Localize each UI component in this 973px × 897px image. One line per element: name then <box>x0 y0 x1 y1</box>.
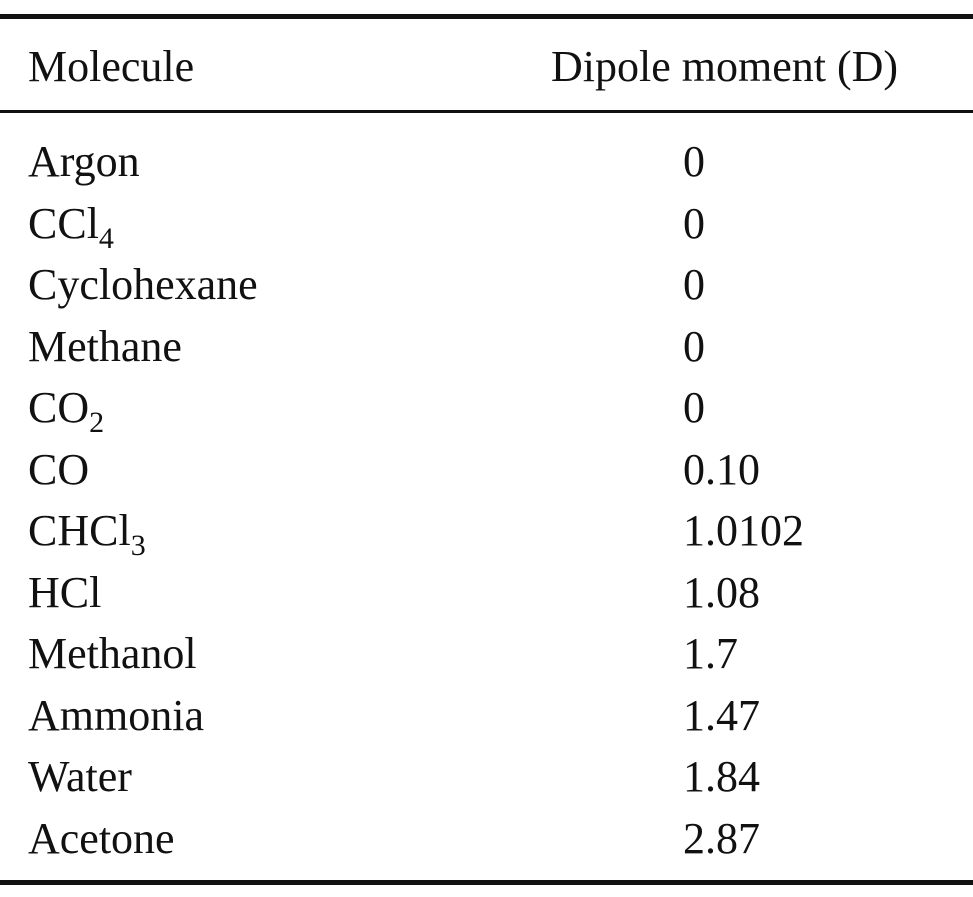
dipole-value: 0 <box>683 260 705 309</box>
dipole-value: 0 <box>683 383 705 432</box>
molecule-formula: Water <box>28 752 132 801</box>
dipole-value: 1.08 <box>683 567 760 617</box>
table-row: Cyclohexane 0 <box>0 254 973 316</box>
table-row: Methanol 1.7 <box>0 623 973 685</box>
dipole-value: 1.7 <box>683 629 738 678</box>
molecule-formula: Argon <box>28 137 140 186</box>
molecule-formula: Methanol <box>28 629 197 678</box>
table-row: HCl 1.08 <box>0 562 973 624</box>
dipole-value: 0.10 <box>683 444 760 494</box>
molecule-name: HCl <box>28 562 101 624</box>
dipole-value: 2.87 <box>683 813 760 863</box>
molecule-name: Water <box>28 746 132 808</box>
molecule-name: Acetone <box>28 808 175 870</box>
table-header-row: Molecule Dipole moment (D) <box>0 36 973 97</box>
molecule-subscript: 3 <box>130 529 146 562</box>
table-row: CO2 0 <box>0 377 973 439</box>
molecule-formula: CHCl <box>28 506 131 555</box>
molecule-name: Methane <box>28 316 182 378</box>
dipole-value: 0 <box>683 198 705 248</box>
table-row: CO 0.10 <box>0 439 973 501</box>
molecule-formula: Acetone <box>28 813 175 863</box>
dipole-value: 0 <box>683 137 705 186</box>
molecule-formula: HCl <box>28 567 102 617</box>
molecule-formula: CCl <box>28 198 99 248</box>
table-row: Water 1.84 <box>0 746 973 808</box>
header-dipole-moment: Dipole moment (D) <box>551 42 899 91</box>
table-row: CHCl3 1.0102 <box>0 500 973 562</box>
molecule-subscript: 2 <box>89 406 105 439</box>
dipole-value: 1.84 <box>683 752 760 801</box>
dipole-value: 1.47 <box>683 690 760 740</box>
table-body: Argon 0 CCl4 0 Cyclohexane 0 Methane 0 CO2 0 CO 0.1… <box>0 131 973 869</box>
table-header-rule <box>0 110 973 113</box>
table-bottom-rule <box>0 880 973 885</box>
header-molecule: Molecule <box>28 42 195 91</box>
table-row: Acetone 2.87 <box>0 808 973 870</box>
molecule-formula: Ammonia <box>28 690 204 740</box>
molecule-formula: CO <box>28 444 90 494</box>
molecule-name: CO <box>28 439 89 501</box>
table-top-rule <box>0 14 973 19</box>
molecule-formula: Methane <box>28 321 182 371</box>
molecule-name: CCl4 <box>28 193 114 255</box>
molecule-name: CO2 <box>28 377 104 439</box>
table-row: Argon 0 <box>0 131 973 193</box>
table-row: Ammonia 1.47 <box>0 685 973 747</box>
molecule-name: Cyclohexane <box>28 254 258 316</box>
molecule-name: Ammonia <box>28 685 204 747</box>
molecule-formula: CO <box>28 383 90 432</box>
table-row: CCl4 0 <box>0 193 973 255</box>
dipole-value: 0 <box>683 321 705 371</box>
dipole-value: 1.0102 <box>683 506 804 555</box>
molecule-subscript: 4 <box>98 221 114 255</box>
table-row: Methane 0 <box>0 316 973 378</box>
molecule-name: CHCl3 <box>28 500 146 562</box>
molecule-formula: Cyclohexane <box>28 260 258 309</box>
molecule-name: Methanol <box>28 623 197 685</box>
molecule-name: Argon <box>28 131 140 193</box>
